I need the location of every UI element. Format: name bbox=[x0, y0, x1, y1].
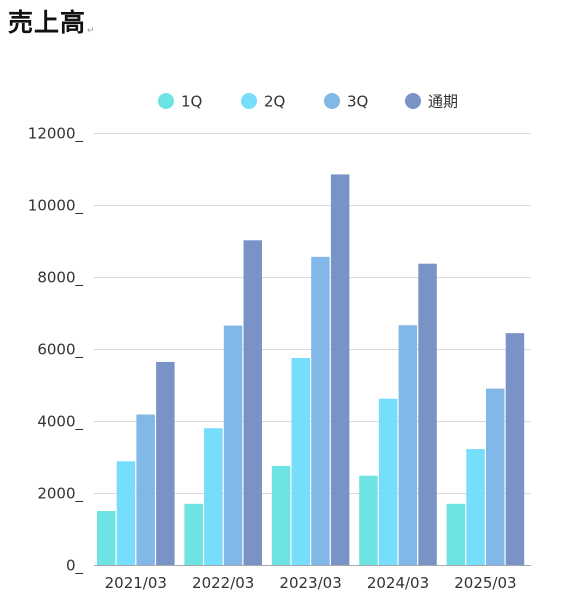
page-title: 売上高↵ bbox=[8, 6, 96, 48]
bar bbox=[136, 414, 155, 565]
y-tick-label: 10000_ bbox=[28, 197, 84, 216]
x-tick-label: 2022/03 bbox=[192, 574, 254, 592]
y-axis: 0_ 2000_ 4000_ 6000_ 8000_ 10000_ 12000_ bbox=[28, 125, 84, 576]
bar bbox=[156, 361, 175, 565]
x-tick-label: 2025/03 bbox=[454, 574, 516, 592]
legend-label: 2Q bbox=[264, 93, 285, 111]
bar bbox=[359, 475, 378, 565]
bar bbox=[97, 511, 116, 565]
bar bbox=[271, 466, 291, 565]
bar bbox=[418, 263, 437, 565]
chart-legend: 1Q 2Q 3Q 通期 bbox=[158, 93, 458, 111]
legend-swatch bbox=[405, 93, 421, 109]
y-tick-label: 0_ bbox=[66, 557, 84, 576]
x-tick-label: 2024/03 bbox=[367, 574, 429, 592]
y-tick-label: 8000_ bbox=[37, 269, 83, 288]
y-tick-label: 6000_ bbox=[37, 341, 83, 360]
x-tick-label: 2021/03 bbox=[105, 574, 167, 592]
legend-label: 1Q bbox=[181, 93, 202, 111]
x-axis: 2021/03 2022/03 2023/03 2024/03 2025/03 bbox=[105, 574, 517, 592]
bar bbox=[446, 503, 466, 565]
bar bbox=[243, 240, 262, 565]
legend-swatch bbox=[324, 93, 340, 109]
chart-bars bbox=[97, 174, 525, 565]
bar bbox=[204, 428, 223, 565]
legend-label: 3Q bbox=[347, 93, 368, 111]
bar bbox=[116, 461, 136, 565]
bar bbox=[486, 388, 505, 565]
bar bbox=[311, 256, 330, 565]
x-tick-label: 2023/03 bbox=[279, 574, 341, 592]
page-title-text: 売上高 bbox=[8, 8, 87, 37]
bar bbox=[466, 449, 485, 565]
bar bbox=[223, 325, 243, 565]
legend-label: 通期 bbox=[428, 93, 458, 111]
legend-swatch bbox=[158, 93, 174, 109]
bar bbox=[291, 358, 310, 565]
paragraph-mark-icon: ↵ bbox=[87, 26, 96, 36]
y-tick-label: 2000_ bbox=[37, 485, 83, 504]
bar bbox=[398, 325, 418, 565]
bar bbox=[505, 333, 525, 565]
y-tick-label: 12000_ bbox=[28, 125, 84, 144]
bar bbox=[184, 503, 203, 565]
legend-swatch bbox=[241, 93, 257, 109]
bar bbox=[378, 398, 398, 565]
bar bbox=[330, 174, 350, 565]
y-tick-label: 4000_ bbox=[37, 413, 83, 432]
